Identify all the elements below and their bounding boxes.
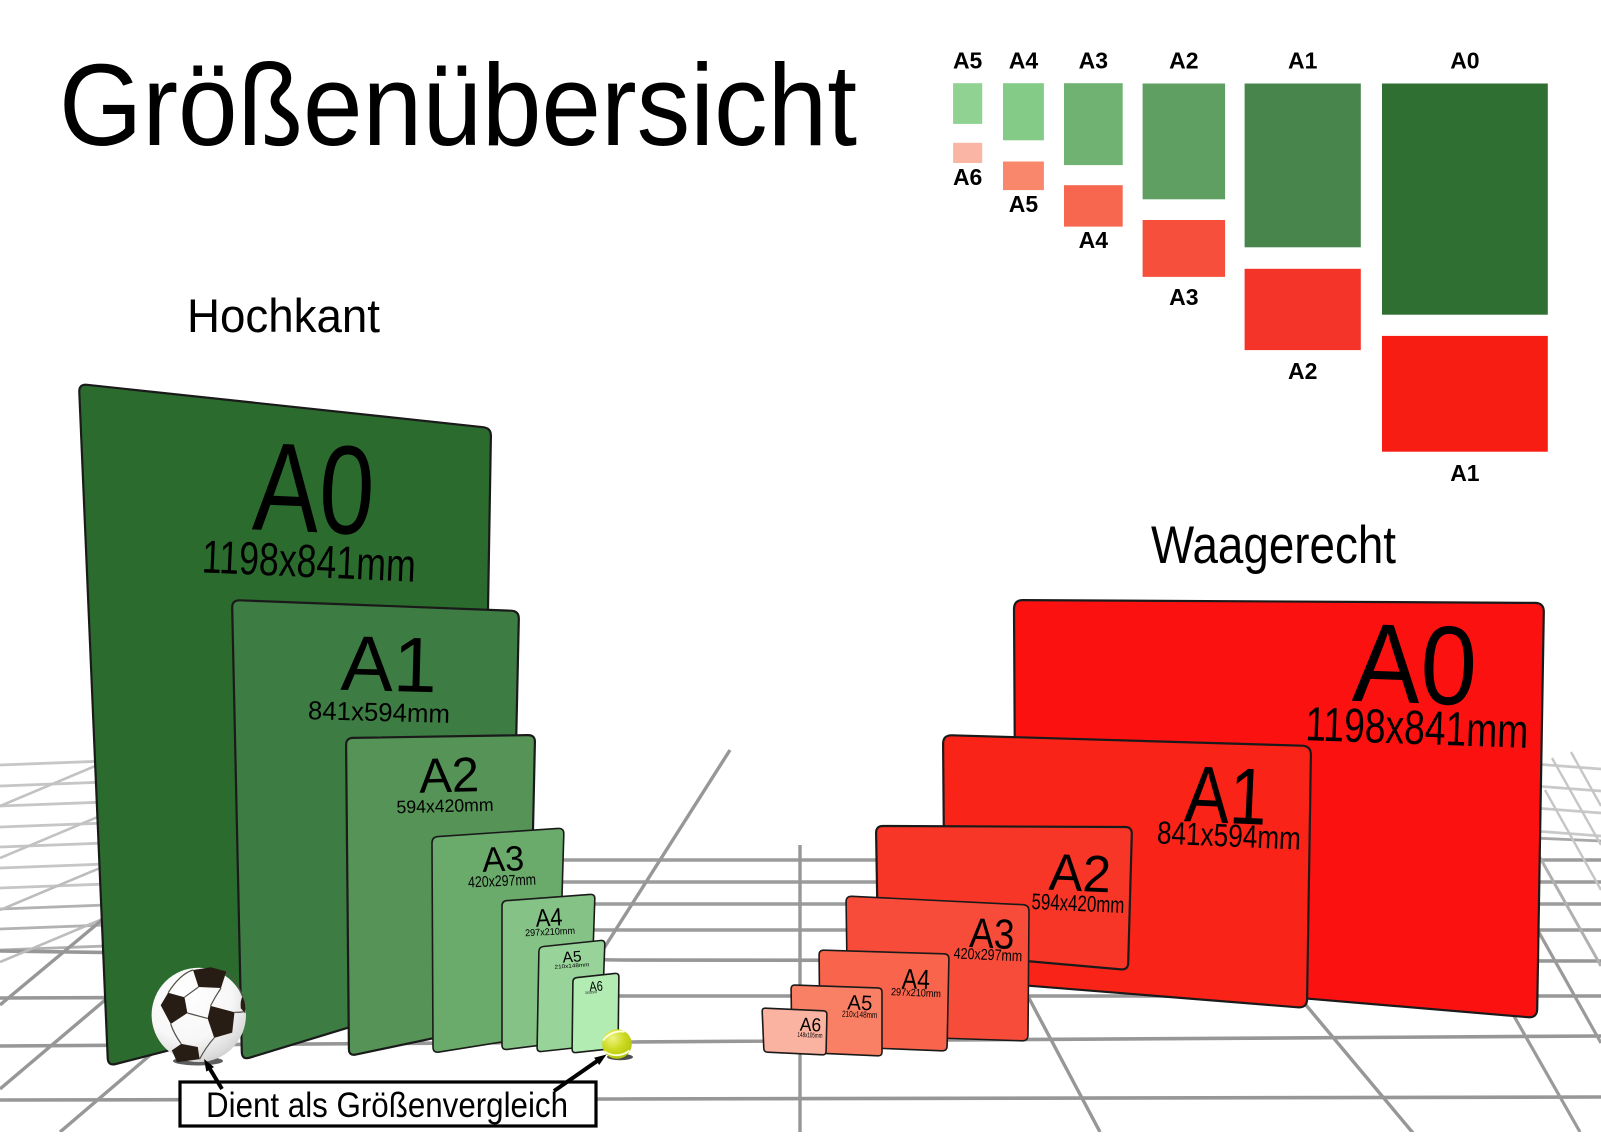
svg-text:A4: A4 (1009, 48, 1039, 74)
svg-text:A1: A1 (340, 619, 438, 709)
svg-text:594x420mm: 594x420mm (1031, 889, 1125, 918)
svg-text:297x210mm: 297x210mm (525, 926, 576, 940)
svg-text:A2: A2 (418, 748, 479, 804)
svg-text:Dient als Größenvergleich: Dient als Größenvergleich (206, 1086, 568, 1125)
svg-text:A0: A0 (1351, 600, 1479, 729)
svg-text:A1: A1 (1183, 749, 1269, 841)
svg-text:420x297mm: 420x297mm (953, 945, 1022, 965)
svg-text:297x210mm: 297x210mm (891, 986, 942, 1000)
svg-text:A0: A0 (250, 415, 377, 561)
svg-text:A6: A6 (589, 978, 604, 995)
svg-text:A4: A4 (1079, 227, 1109, 253)
svg-text:A6: A6 (799, 1015, 821, 1037)
svg-text:A2: A2 (1169, 48, 1198, 74)
svg-text:A3: A3 (481, 839, 525, 880)
svg-text:841x594mm: 841x594mm (1156, 814, 1301, 856)
svg-text:841x594mm: 841x594mm (308, 695, 451, 729)
svg-text:420x297mm: 420x297mm (468, 872, 537, 892)
svg-text:A3: A3 (1169, 284, 1198, 310)
svg-text:Größenübersicht: Größenübersicht (59, 40, 857, 170)
svg-text:148x105mm: 148x105mm (797, 1032, 822, 1040)
svg-text:A1: A1 (1450, 460, 1480, 486)
svg-text:A4: A4 (535, 903, 563, 932)
svg-text:594x420mm: 594x420mm (396, 795, 493, 818)
svg-text:A5: A5 (1009, 191, 1039, 217)
svg-text:A5: A5 (953, 48, 983, 74)
svg-text:Hochkant: Hochkant (187, 289, 380, 342)
svg-text:A6: A6 (953, 164, 982, 190)
svg-text:A4: A4 (901, 963, 930, 995)
svg-text:A0: A0 (1450, 48, 1479, 74)
svg-text:A1: A1 (1288, 48, 1318, 74)
svg-text:A2: A2 (1288, 358, 1317, 384)
svg-text:A3: A3 (968, 909, 1015, 958)
svg-text:1198x841mm: 1198x841mm (1305, 698, 1530, 759)
svg-text:A5: A5 (847, 991, 873, 1015)
svg-text:1198x841mm: 1198x841mm (201, 530, 417, 591)
svg-text:A2: A2 (1048, 844, 1112, 905)
svg-text:210x148mm: 210x148mm (842, 1009, 878, 1021)
svg-text:148x105mm: 148x105mm (585, 990, 597, 995)
svg-text:Waagerecht: Waagerecht (1151, 516, 1396, 575)
svg-text:210x148mm: 210x148mm (554, 962, 590, 970)
svg-text:A5: A5 (562, 948, 582, 966)
svg-text:A3: A3 (1079, 48, 1108, 74)
